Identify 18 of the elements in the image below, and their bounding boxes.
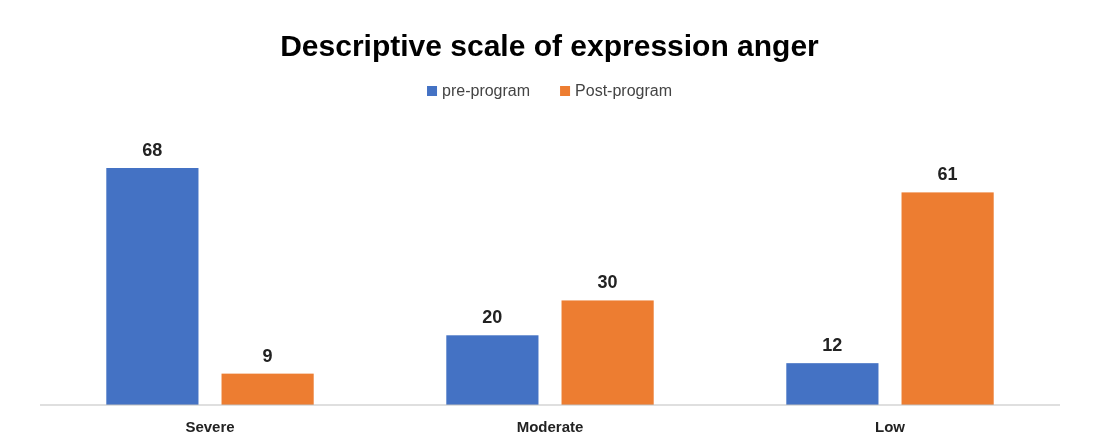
data-label: 12: [822, 335, 843, 356]
x-tick-label: Low: [875, 417, 906, 435]
data-label: 68: [142, 140, 163, 160]
bar: [221, 373, 314, 405]
bar: [786, 363, 879, 405]
x-tick-label: Severe: [185, 417, 235, 435]
bar: [561, 300, 654, 405]
bar: [901, 192, 994, 405]
legend-label: Post-program: [575, 82, 672, 99]
bar: [106, 168, 199, 405]
legend-label: pre-program: [442, 82, 531, 99]
chart-title: Descriptive scale of expression anger: [280, 29, 820, 62]
data-label: 20: [482, 307, 503, 328]
bar: [446, 335, 539, 405]
data-label: 61: [937, 164, 958, 185]
data-label: 9: [262, 345, 273, 366]
data-label: 30: [597, 272, 618, 293]
x-tick-label: Moderate: [516, 417, 584, 435]
